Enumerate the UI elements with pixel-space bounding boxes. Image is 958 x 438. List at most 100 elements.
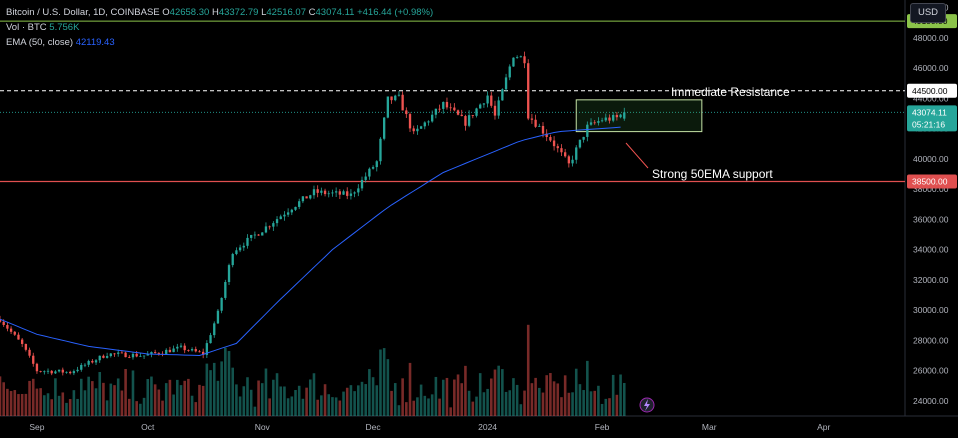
candle-body	[530, 118, 534, 120]
candle-body	[479, 104, 482, 109]
volume-bar	[39, 388, 42, 416]
candle-body	[497, 100, 500, 116]
candle-body	[394, 95, 397, 101]
legend-volume-row: Vol · BTC 5.756K	[6, 20, 433, 35]
candle-body	[405, 110, 408, 115]
candle-body	[493, 105, 497, 116]
candle-body	[312, 189, 316, 196]
volume-bar	[357, 385, 360, 416]
volume-bar	[467, 390, 471, 416]
candle-body	[201, 351, 205, 355]
volume-bar	[65, 402, 68, 416]
volume-bar	[79, 378, 83, 416]
volume-bar	[179, 385, 183, 416]
candle-body	[105, 356, 109, 358]
volume-bar	[131, 370, 135, 416]
volume-bar	[489, 378, 493, 416]
volume-bar	[486, 388, 489, 416]
volume-bar	[390, 390, 393, 416]
volume-bar	[375, 385, 379, 416]
volume-bar	[316, 399, 319, 416]
volume-bar	[13, 390, 17, 416]
candle-body	[527, 63, 530, 119]
candle-body	[309, 195, 312, 199]
high-label: H	[211, 7, 219, 18]
volume-bar	[116, 378, 120, 416]
candle-body	[131, 353, 135, 358]
candle-body	[69, 371, 72, 374]
volume-bar	[334, 397, 338, 416]
candle-body	[290, 209, 293, 213]
annotation-ema-support: Strong 50EMA support	[652, 167, 773, 181]
x-tick-label: Feb	[595, 422, 610, 432]
volume-bar	[28, 380, 31, 416]
volume-bar	[275, 373, 279, 416]
candle-body	[224, 281, 227, 298]
volume-bar	[464, 365, 467, 416]
volume-bar	[264, 368, 268, 416]
volume-bar	[46, 393, 50, 416]
currency-button[interactable]: USD	[910, 3, 946, 23]
volume-label: Vol · BTC	[6, 22, 47, 33]
candle-body	[235, 250, 238, 255]
candle-body	[600, 120, 604, 122]
legend-ohlc-row: Bitcoin / U.S. Dollar, 1D, COINBASE O426…	[6, 5, 433, 20]
candle-body	[87, 360, 90, 365]
volume-bar	[482, 392, 486, 416]
candle-body	[316, 189, 319, 193]
volume-bar	[113, 385, 116, 416]
candle-body	[563, 152, 567, 157]
tag-44500: 44500.00	[907, 83, 957, 98]
candle-body	[338, 191, 342, 195]
candle-body	[20, 339, 24, 344]
y-tick-label: 34000.00	[913, 245, 949, 255]
candle-body	[578, 139, 582, 148]
volume-bar	[401, 378, 404, 416]
candle-body	[456, 110, 460, 115]
candle-body	[449, 107, 452, 109]
candle-body	[504, 77, 508, 90]
volume-bar	[72, 390, 76, 416]
volume-bar	[582, 390, 585, 416]
volume-bar	[24, 393, 28, 416]
volume-bar	[534, 377, 537, 416]
y-tick-label: 36000.00	[913, 214, 949, 224]
volume-bar	[538, 387, 541, 416]
candle-body	[571, 159, 574, 164]
candle-body	[375, 161, 378, 168]
candle-body	[612, 114, 615, 121]
candle-body	[438, 108, 441, 110]
volume-bar	[371, 377, 375, 416]
candle-body	[150, 352, 153, 355]
candle-body	[231, 254, 234, 266]
volume-bar	[168, 379, 172, 416]
candle-body	[283, 214, 286, 217]
volume-bar	[541, 392, 545, 416]
volume-bar	[423, 395, 427, 416]
annotation-immediate-resistance: Immediate Resistance	[671, 85, 790, 99]
chart-legend: Bitcoin / U.S. Dollar, 1D, COINBASE O426…	[6, 5, 433, 50]
candle-body	[416, 128, 419, 132]
volume-bar	[135, 401, 138, 416]
volume-bar	[597, 385, 600, 416]
volume-bar	[471, 401, 475, 416]
volume-bar	[283, 386, 286, 416]
volume-bar	[327, 394, 331, 416]
lightning-icon[interactable]	[639, 397, 655, 413]
candle-body	[519, 56, 523, 58]
volume-bar	[427, 398, 430, 416]
candle-body	[253, 234, 257, 236]
candle-body	[142, 355, 146, 357]
candle-body	[357, 188, 360, 193]
candle-body	[342, 191, 345, 195]
candle-body	[57, 369, 61, 372]
candle-body	[604, 117, 607, 121]
volume-bar	[253, 406, 257, 416]
volume-bar	[83, 390, 87, 416]
candle-body	[486, 95, 489, 104]
volume-bar	[146, 379, 150, 416]
volume-bar	[57, 395, 61, 416]
volume-bar	[205, 363, 209, 416]
